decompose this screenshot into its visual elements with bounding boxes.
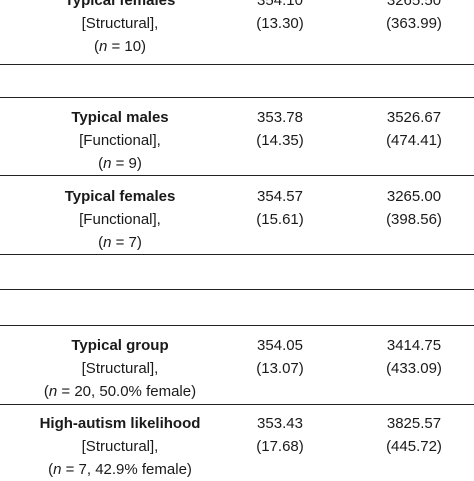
col1-sd: (14.35) <box>256 132 304 149</box>
row-divider <box>0 325 474 326</box>
group-label: Typical males [Functional], (n = 9) <box>0 106 240 175</box>
measure-type: [Structural], <box>81 438 159 455</box>
col2-mean: 3526.67 <box>386 109 442 126</box>
group-name: Typical females <box>64 188 176 205</box>
col1-value: 353.78 (14.35) <box>220 106 340 152</box>
measure-type: [Structural], <box>81 360 159 377</box>
col1-mean: 354.57 <box>257 188 303 205</box>
row-divider <box>0 404 474 405</box>
group-label: Typical group [Structural], (n = 20, 50.… <box>0 334 240 403</box>
row-divider <box>0 64 474 65</box>
col2-sd: (474.41) <box>386 132 442 149</box>
group-name: Typical group <box>71 337 169 354</box>
col2-value: 3265.50 (363.99) <box>354 0 474 35</box>
sample-size: (n = 7) <box>98 234 142 251</box>
group-name: High-autism likelihood <box>39 415 201 432</box>
col1-mean: 353.78 <box>257 109 303 126</box>
col1-sd: (17.68) <box>256 438 304 455</box>
col1-value: 354.57 (15.61) <box>220 185 340 231</box>
col1-sd: (15.61) <box>256 211 304 228</box>
col2-sd: (398.56) <box>386 211 442 228</box>
col2-value: 3414.75 (433.09) <box>354 334 474 380</box>
group-name: Typical females <box>64 0 176 9</box>
sample-size: (n = 10) <box>93 38 147 55</box>
sample-size: (n = 7, 42.9% female) <box>48 461 192 478</box>
col1-value: 354.05 (13.07) <box>220 334 340 380</box>
row-divider <box>0 97 474 98</box>
col2-sd: (363.99) <box>386 15 442 32</box>
group-label: High-autism likelihood [Structural], (n … <box>0 412 240 481</box>
col2-value: 3526.67 (474.41) <box>354 106 474 152</box>
row-divider <box>0 254 474 255</box>
col2-mean: 3265.50 <box>386 0 442 9</box>
col1-sd: (13.30) <box>256 15 304 32</box>
sample-size: (n = 9) <box>98 155 142 172</box>
measure-type: [Structural], <box>81 15 159 32</box>
col1-value: 354.10 (13.30) <box>220 0 340 35</box>
row-divider <box>0 289 474 290</box>
col1-mean: 354.10 <box>257 0 303 9</box>
group-name: Typical males <box>71 109 169 126</box>
col2-mean: 3825.57 <box>386 415 442 432</box>
sample-size: (n = 20, 50.0% female) <box>43 383 197 400</box>
col2-mean: 3265.00 <box>386 188 442 205</box>
col2-sd: (433.09) <box>386 360 442 377</box>
col2-value: 3825.57 (445.72) <box>354 412 474 458</box>
col1-value: 353.43 (17.68) <box>220 412 340 458</box>
col1-mean: 353.43 <box>257 415 303 432</box>
row-divider <box>0 175 474 176</box>
col2-mean: 3414.75 <box>386 337 442 354</box>
col2-value: 3265.00 (398.56) <box>354 185 474 231</box>
col2-sd: (445.72) <box>386 438 442 455</box>
col1-sd: (13.07) <box>256 360 304 377</box>
group-label: Typical females [Structural], (n = 10) <box>0 0 240 58</box>
col1-mean: 354.05 <box>257 337 303 354</box>
measure-type: [Functional], <box>79 211 161 228</box>
group-label: Typical females [Functional], (n = 7) <box>0 185 240 254</box>
measure-type: [Functional], <box>79 132 161 149</box>
